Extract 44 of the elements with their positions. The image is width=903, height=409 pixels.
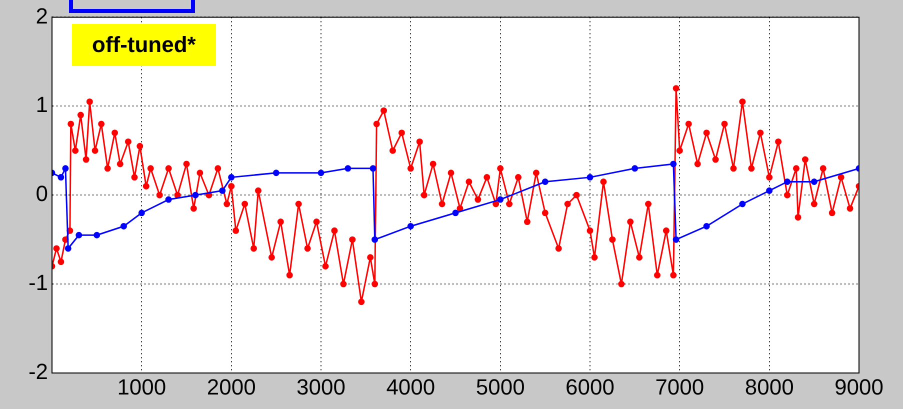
x-tick-label: 7000 xyxy=(655,374,704,400)
point xyxy=(766,187,773,194)
point xyxy=(784,178,791,186)
x-tick-label: 4000 xyxy=(386,374,436,400)
y-tick-label: -1 xyxy=(28,270,48,296)
point xyxy=(94,232,100,238)
point xyxy=(370,165,376,172)
point xyxy=(318,170,324,176)
y-tick-label: -2 xyxy=(28,359,48,384)
point xyxy=(62,165,69,172)
point xyxy=(632,165,638,172)
point xyxy=(672,236,680,243)
point xyxy=(344,165,352,172)
point xyxy=(272,170,280,176)
x-tick-label: 3000 xyxy=(296,374,346,400)
point xyxy=(703,222,710,230)
point xyxy=(64,245,72,252)
point xyxy=(407,222,414,230)
x-tick-label: 9000 xyxy=(834,374,884,400)
point xyxy=(120,222,127,230)
x-tick-label: 8000 xyxy=(744,374,794,400)
point xyxy=(138,210,145,216)
point xyxy=(586,174,594,181)
point xyxy=(192,192,199,198)
point xyxy=(372,236,378,243)
x-tick-label: 6000 xyxy=(566,374,614,400)
x-tick-label: 1000 xyxy=(117,374,166,400)
y-tick-label: 0 xyxy=(36,181,48,206)
x-tick-label: 2000 xyxy=(206,374,256,400)
point xyxy=(810,178,818,186)
point xyxy=(739,200,746,208)
point xyxy=(219,187,226,194)
y-tick-label: 2 xyxy=(36,3,48,28)
point xyxy=(542,178,548,186)
point xyxy=(165,196,172,203)
point xyxy=(76,232,82,238)
point xyxy=(670,160,677,168)
y-tick-label: 1 xyxy=(36,92,48,118)
point xyxy=(452,210,459,216)
point xyxy=(58,174,64,181)
point xyxy=(228,174,235,181)
x-tick-label: 5000 xyxy=(476,374,525,400)
point xyxy=(497,196,504,203)
annotation: off-tuned* xyxy=(72,24,216,66)
